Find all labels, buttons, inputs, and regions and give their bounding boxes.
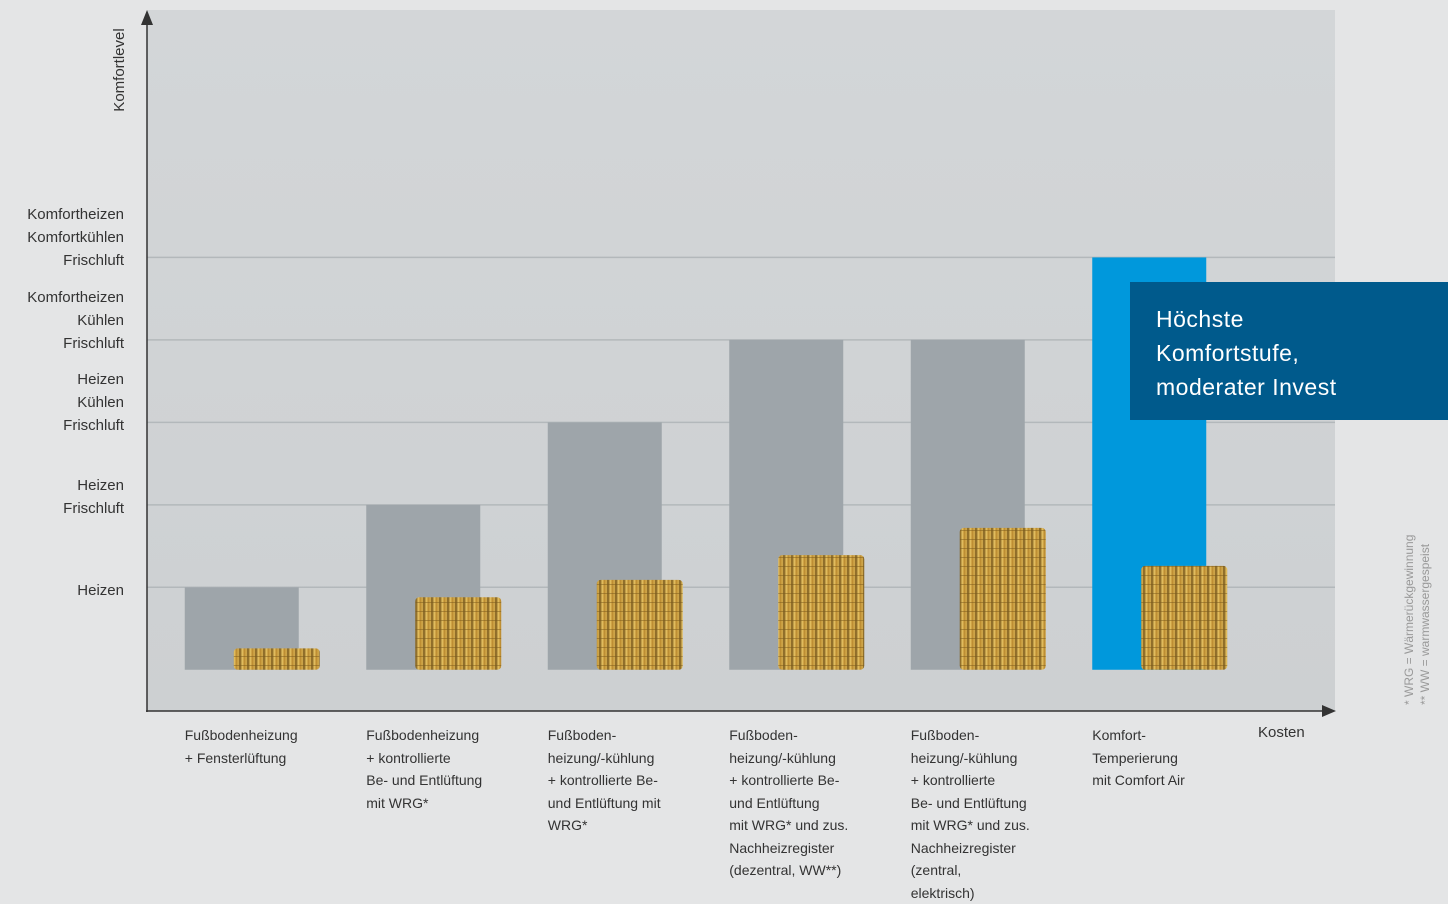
coin-stack xyxy=(415,597,502,670)
y-tick-label: Komfortheizen Kühlen Frischluft xyxy=(27,288,124,352)
x-axis-title: Kosten xyxy=(1258,724,1305,741)
coin-stack xyxy=(778,555,865,670)
x-axis-arrow xyxy=(1322,705,1336,717)
x-tick-label: Fußboden- heizung/-kühlung + kontrollier… xyxy=(547,727,661,833)
x-tick-label: Fußbodenheizung + kontrollierte Be- und … xyxy=(366,727,483,811)
x-tick-label: Fußbodenheizung + Fensterlüftung xyxy=(184,727,298,766)
y-tick-label: Heizen Kühlen Frischluft xyxy=(63,371,124,435)
x-tick-label: Komfort- Temperierung mit Comfort Air xyxy=(1092,727,1185,788)
x-tick-label: Fußboden- heizung/-kühlung + kontrollier… xyxy=(729,727,849,878)
y-tick-label: Heizen Frischluft xyxy=(63,476,124,517)
y-tick-label: Heizen xyxy=(77,582,124,600)
y-axis-arrow xyxy=(141,10,153,25)
x-tick-label: Fußboden- heizung/-kühlung + kontrollier… xyxy=(910,727,1030,901)
footnote: * WRG = Wärmerückgewinnung xyxy=(1402,534,1416,705)
coin-stack xyxy=(596,579,683,670)
y-tick-label: Komfortheizen Komfortkühlen Frischluft xyxy=(27,206,124,270)
footnote: ** WW = warmwassergespeist xyxy=(1418,543,1432,705)
coin-stack xyxy=(233,648,320,670)
annotation: Höchste Komfortstufe, moderater Invest xyxy=(1130,282,1448,420)
coin-stack xyxy=(959,527,1046,670)
y-axis-title: Komfortlevel xyxy=(111,28,128,111)
coin-stack xyxy=(1141,565,1228,670)
